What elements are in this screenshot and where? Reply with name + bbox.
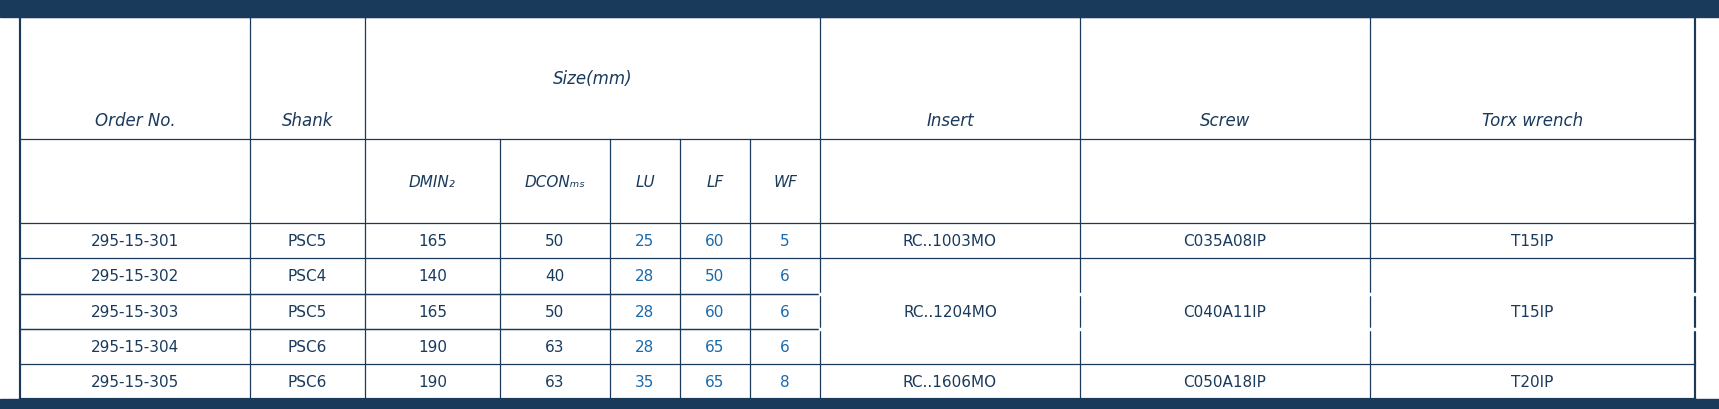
Text: 165: 165 [418, 304, 447, 319]
Text: 63: 63 [545, 339, 566, 354]
Text: 5: 5 [780, 234, 789, 249]
Text: T15IP: T15IP [1511, 234, 1554, 249]
Text: 8: 8 [780, 374, 789, 389]
Text: 50: 50 [705, 269, 725, 284]
Text: 190: 190 [418, 339, 447, 354]
Text: 295-15-303: 295-15-303 [91, 304, 179, 319]
Text: 6: 6 [780, 269, 789, 284]
Text: PSC4: PSC4 [287, 269, 327, 284]
Text: 28: 28 [636, 304, 655, 319]
Text: PSC6: PSC6 [287, 339, 327, 354]
Text: DMIN₂: DMIN₂ [409, 174, 456, 189]
Text: 295-15-302: 295-15-302 [91, 269, 179, 284]
Text: 165: 165 [418, 234, 447, 249]
Text: RC..1003MO: RC..1003MO [902, 234, 997, 249]
Text: 60: 60 [705, 234, 725, 249]
Text: Order No.: Order No. [95, 112, 175, 130]
Text: 190: 190 [418, 374, 447, 389]
Text: WF: WF [774, 174, 798, 189]
Text: C050A18IP: C050A18IP [1184, 374, 1267, 389]
Text: 295-15-301: 295-15-301 [91, 234, 179, 249]
Text: T20IP: T20IP [1511, 374, 1554, 389]
Text: Torx wrench: Torx wrench [1482, 112, 1583, 130]
Text: 50: 50 [545, 234, 564, 249]
Text: PSC5: PSC5 [287, 234, 327, 249]
Text: C035A08IP: C035A08IP [1183, 234, 1267, 249]
Bar [0, 399, 1719, 409]
Bar [0, 0, 1719, 18]
Text: 25: 25 [636, 234, 655, 249]
Text: 140: 140 [418, 269, 447, 284]
Text: 295-15-304: 295-15-304 [91, 339, 179, 354]
Text: 6: 6 [780, 339, 789, 354]
Text: LF: LF [707, 174, 724, 189]
Text: 35: 35 [636, 374, 655, 389]
Text: Size(mm): Size(mm) [554, 70, 633, 88]
Text: RC..1606MO: RC..1606MO [902, 374, 997, 389]
Text: T15IP: T15IP [1511, 304, 1554, 319]
Text: Screw: Screw [1200, 112, 1250, 130]
Text: PSC5: PSC5 [287, 304, 327, 319]
Text: Shank: Shank [282, 112, 333, 130]
Text: 28: 28 [636, 269, 655, 284]
Text: 295-15-305: 295-15-305 [91, 374, 179, 389]
Text: 65: 65 [705, 339, 725, 354]
Text: DCONₘₛ: DCONₘₛ [524, 174, 586, 189]
Text: 28: 28 [636, 339, 655, 354]
Text: PSC6: PSC6 [287, 374, 327, 389]
Text: RC..1204MO: RC..1204MO [902, 304, 997, 319]
Text: 63: 63 [545, 374, 566, 389]
Text: 65: 65 [705, 374, 725, 389]
Text: 50: 50 [545, 304, 564, 319]
Text: 40: 40 [545, 269, 564, 284]
Text: 6: 6 [780, 304, 789, 319]
Text: 60: 60 [705, 304, 725, 319]
Text: C040A11IP: C040A11IP [1184, 304, 1267, 319]
Text: LU: LU [636, 174, 655, 189]
Text: Insert: Insert [927, 112, 973, 130]
